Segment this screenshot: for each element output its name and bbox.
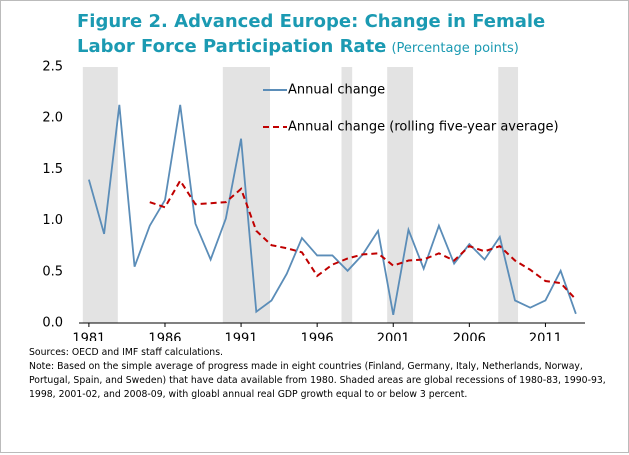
series-line xyxy=(149,178,577,301)
source: Sources: OECD and IMF staff calculations… xyxy=(29,347,223,358)
x-tick-label: 2011 xyxy=(529,332,562,342)
legend-label: Annual change xyxy=(288,83,385,98)
chart-title: Figure 2. Advanced Europe: Change in Fem… xyxy=(77,11,546,57)
recession-shade xyxy=(387,67,414,323)
series-line xyxy=(88,104,577,315)
y-tick-label: 1.0 xyxy=(42,213,63,228)
legend-label: Annual change (rolling five-year average… xyxy=(288,120,559,135)
recession-shade xyxy=(341,67,353,323)
x-tick-label: 1996 xyxy=(301,332,334,342)
chart-subtitle: (Percentage points) xyxy=(391,41,519,56)
x-tick-label: 1981 xyxy=(72,332,105,342)
chart: 0.0 0.5 1.0 1.5 2.0 2.5 1981 1986 1991 1996 2001 20… xyxy=(42,60,585,342)
y-tick-label: 2.5 xyxy=(42,60,63,75)
title-block: Figure 2. Advanced Europe: Change in Fem… xyxy=(77,9,547,61)
y-tick-label: 0.5 xyxy=(42,264,63,279)
recession-shade xyxy=(82,67,118,323)
footnotes: Sources: OECD and IMF staff calculations… xyxy=(29,346,609,402)
recession-shade xyxy=(498,67,519,323)
x-tick-label: 2006 xyxy=(453,332,486,342)
x-tick-label: 1991 xyxy=(225,332,258,342)
y-tick-label: 1.5 xyxy=(42,162,63,177)
note: Note: Based on the simple average of pro… xyxy=(29,361,606,400)
y-tick-label: 2.0 xyxy=(42,111,63,126)
x-tick-label: 1986 xyxy=(148,332,181,342)
x-tick-label: 2001 xyxy=(377,332,410,342)
y-tick-label: 0.0 xyxy=(42,316,63,331)
